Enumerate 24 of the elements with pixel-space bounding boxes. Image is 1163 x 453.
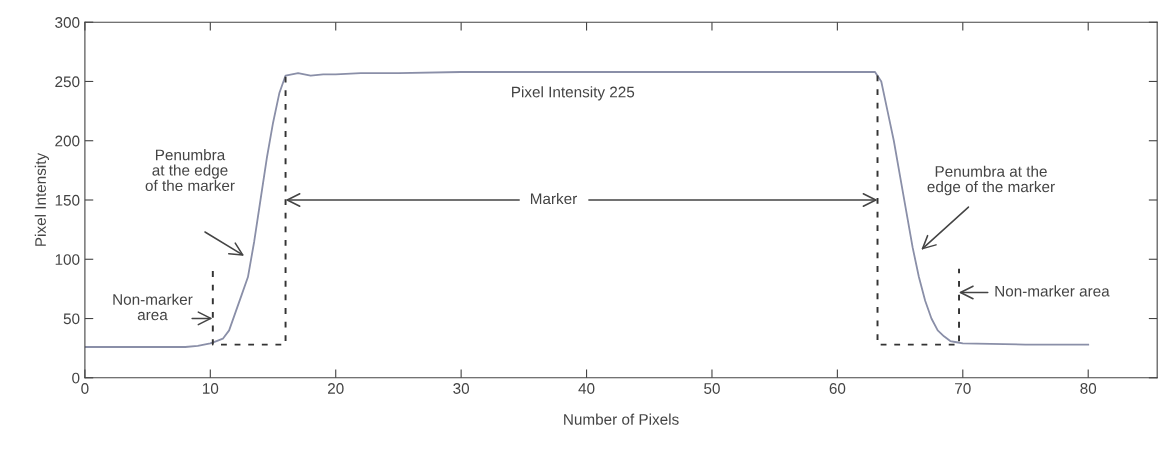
x-tick-label: 60 xyxy=(829,383,846,394)
y-axis-title: Pixel Intensity xyxy=(34,152,49,246)
y-tick-label: 300 xyxy=(55,17,80,28)
y-tick-label: 200 xyxy=(55,135,80,147)
x-tick-label: 70 xyxy=(955,383,971,394)
x-tick-label: 40 xyxy=(578,383,595,394)
y-tick-label: 50 xyxy=(63,313,80,325)
y-tick-label: 250 xyxy=(55,76,80,88)
x-tick-label: 80 xyxy=(1080,383,1097,394)
x-axis-title: Number of Pixels xyxy=(564,413,679,425)
x-tick-label: 20 xyxy=(328,383,344,394)
x-tick-label: 0 xyxy=(81,383,89,394)
annotation: Non-marker area xyxy=(995,285,1110,297)
y-tick-label: 100 xyxy=(55,254,80,265)
annotation: Pixel Intensity 225 xyxy=(512,86,635,101)
annotation: Penumbra at the edge of the marker xyxy=(145,149,235,191)
x-tick-label: 10 xyxy=(202,383,219,394)
x-tick-label: 30 xyxy=(453,383,470,394)
annotation: Non-marker area xyxy=(113,293,193,321)
annotation: Penumbra at the edge of the marker xyxy=(927,165,1055,196)
x-tick-label: 50 xyxy=(704,383,720,394)
annotation: Marker xyxy=(530,192,577,205)
y-tick-label: 0 xyxy=(72,372,80,384)
y-tick-label: 150 xyxy=(55,194,80,206)
